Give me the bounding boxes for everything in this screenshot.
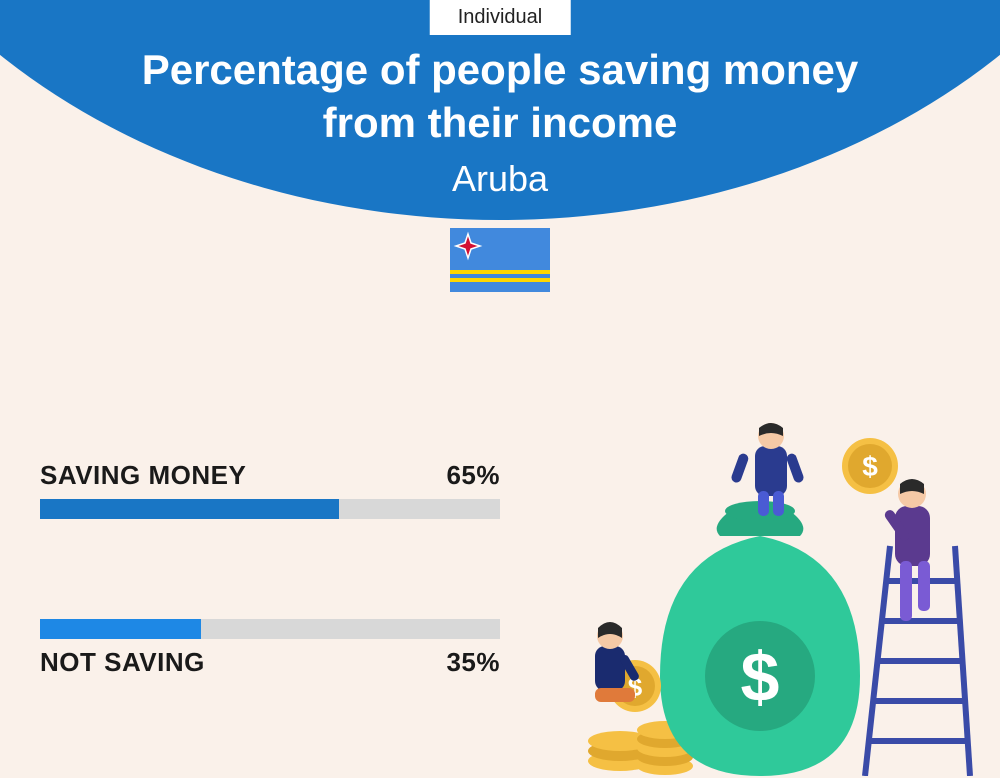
bar-saving-label: SAVING MONEY (40, 460, 246, 491)
savings-illustration: $ $ $ (560, 416, 980, 776)
bar-notsaving-fill (40, 619, 201, 639)
bar-saving-labels: SAVING MONEY 65% (40, 460, 500, 491)
bar-saving-fill (40, 499, 339, 519)
category-badge: Individual (430, 0, 571, 35)
title-line-2: from their income (0, 97, 1000, 150)
aruba-flag-icon (450, 228, 550, 292)
person-top-icon (730, 423, 805, 516)
money-bag-icon: $ (660, 501, 860, 776)
bar-notsaving-track (40, 619, 500, 639)
title-line-1: Percentage of people saving money (0, 44, 1000, 97)
svg-text:$: $ (862, 451, 878, 482)
svg-text:$: $ (741, 638, 780, 716)
bar-saving-value: 65% (446, 460, 500, 491)
bar-notsaving: NOT SAVING 35% (40, 619, 500, 678)
bar-notsaving-value: 35% (446, 647, 500, 678)
bar-saving-track (40, 499, 500, 519)
main-title: Percentage of people saving money from t… (0, 44, 1000, 149)
bar-notsaving-labels: NOT SAVING 35% (40, 647, 500, 678)
country-name: Aruba (0, 158, 1000, 200)
ladder-icon (865, 546, 970, 776)
bar-notsaving-label: NOT SAVING (40, 647, 205, 678)
bars-area: SAVING MONEY 65% NOT SAVING 35% (40, 460, 500, 778)
bar-saving: SAVING MONEY 65% (40, 460, 500, 519)
person-sitting-icon: $ (595, 622, 661, 712)
